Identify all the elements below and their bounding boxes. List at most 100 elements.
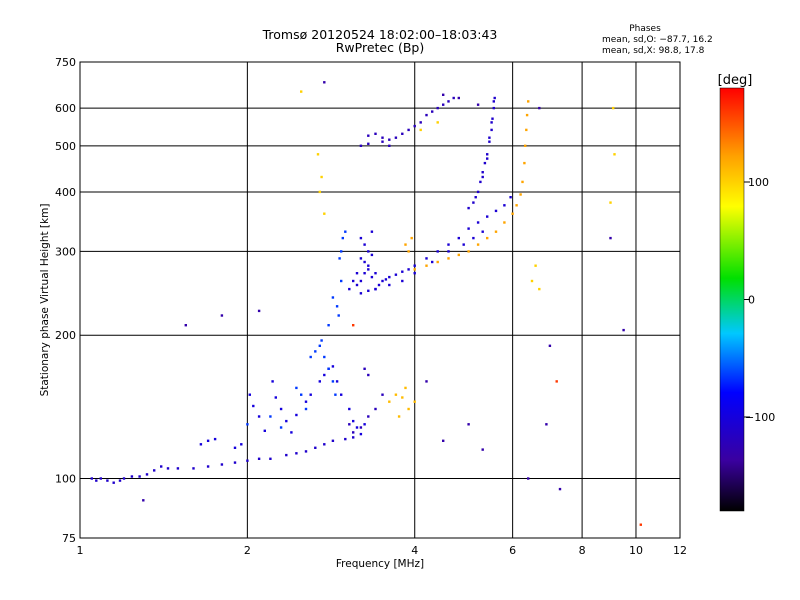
data-point — [394, 136, 398, 139]
data-point — [335, 305, 339, 308]
data-point — [314, 350, 317, 353]
x-tick-label: 12 — [673, 544, 687, 557]
data-point — [491, 117, 494, 120]
data-point — [263, 429, 266, 432]
data-point — [436, 121, 439, 124]
data-point — [639, 523, 642, 526]
plot-frame — [79, 61, 681, 539]
data-point — [374, 407, 377, 411]
data-point — [331, 365, 335, 368]
data-point — [530, 279, 534, 283]
data-point — [486, 236, 489, 240]
data-point — [419, 121, 422, 124]
data-point — [323, 443, 326, 446]
data-point — [538, 106, 541, 110]
data-point — [407, 250, 410, 253]
data-point — [413, 124, 416, 128]
colorbar-tick-label: −100 — [745, 411, 775, 424]
data-point — [323, 212, 326, 215]
data-point — [447, 250, 450, 253]
data-point — [481, 175, 484, 179]
data-point — [355, 283, 359, 287]
data-point — [352, 279, 355, 283]
data-point — [483, 161, 487, 165]
x-tick-label: 2 — [244, 544, 251, 557]
data-point — [490, 121, 493, 124]
y-tick-label: 600 — [55, 102, 76, 115]
data-point — [257, 457, 261, 460]
data-point — [436, 106, 439, 110]
colorbar-tick-label: 100 — [748, 176, 769, 189]
data-point — [525, 113, 529, 117]
y-tick-labels: 75 100 200 300 400 500 600 750 — [55, 56, 76, 545]
data-point — [285, 419, 288, 423]
data-point — [138, 475, 141, 478]
data-point — [524, 144, 527, 147]
data-point — [142, 499, 145, 502]
data-point — [130, 475, 134, 478]
data-point — [479, 180, 482, 184]
data-point — [206, 439, 210, 442]
data-point — [374, 132, 377, 135]
data-point — [370, 230, 374, 233]
y-axis-label: Stationary phase Virtual Height [km] — [39, 204, 51, 397]
data-point — [323, 355, 326, 359]
data-point — [381, 393, 384, 396]
data-point — [381, 140, 384, 143]
data-point — [377, 283, 381, 287]
data-point — [160, 465, 163, 468]
x-tick-labels: 1 2 4 6 8 10 12 — [77, 544, 688, 557]
data-point — [486, 215, 489, 218]
data-point — [367, 289, 370, 292]
data-point — [612, 106, 615, 110]
data-point — [413, 264, 416, 267]
data-point — [352, 324, 355, 327]
data-point — [304, 400, 308, 403]
data-point — [447, 100, 450, 103]
data-point — [240, 443, 243, 446]
data-point — [348, 287, 351, 291]
data-point — [613, 153, 616, 156]
data-point — [457, 96, 460, 100]
data-point — [334, 393, 337, 396]
data-point — [476, 103, 480, 106]
data-point — [285, 453, 288, 457]
data-point — [481, 171, 484, 174]
data-point — [318, 190, 321, 194]
data-point — [233, 461, 237, 464]
data-point — [447, 257, 450, 260]
chart-title: Tromsø 20120524 18:02:00–18:03:43 — [262, 27, 498, 42]
data-point — [381, 279, 384, 283]
x-tick-label: 6 — [509, 544, 516, 557]
colorbar-ticks: 100 0 −100 — [744, 176, 775, 424]
data-point — [452, 96, 455, 100]
data-point — [519, 193, 522, 196]
data-point — [545, 423, 548, 426]
data-point — [304, 450, 308, 453]
data-point — [344, 437, 347, 441]
data-point — [370, 275, 374, 279]
data-point — [166, 467, 170, 470]
data-point — [401, 270, 404, 273]
data-point — [407, 128, 410, 132]
data-point — [404, 243, 407, 246]
data-point — [359, 426, 363, 429]
data-point — [472, 236, 475, 240]
x-tick-label: 4 — [411, 544, 418, 557]
x-tick-label: 10 — [629, 544, 643, 557]
data-point — [295, 386, 298, 390]
data-point — [318, 344, 321, 347]
data-point — [295, 452, 298, 455]
data-point — [388, 138, 391, 141]
data-point — [413, 272, 416, 275]
data-point — [352, 431, 355, 434]
data-point — [145, 473, 149, 476]
data-point — [352, 436, 355, 439]
data-point — [425, 380, 428, 383]
data-point — [527, 100, 530, 103]
data-point — [184, 324, 187, 327]
data-point — [246, 423, 249, 426]
data-point — [467, 250, 470, 253]
data-point — [407, 407, 410, 411]
data-point — [318, 380, 321, 383]
